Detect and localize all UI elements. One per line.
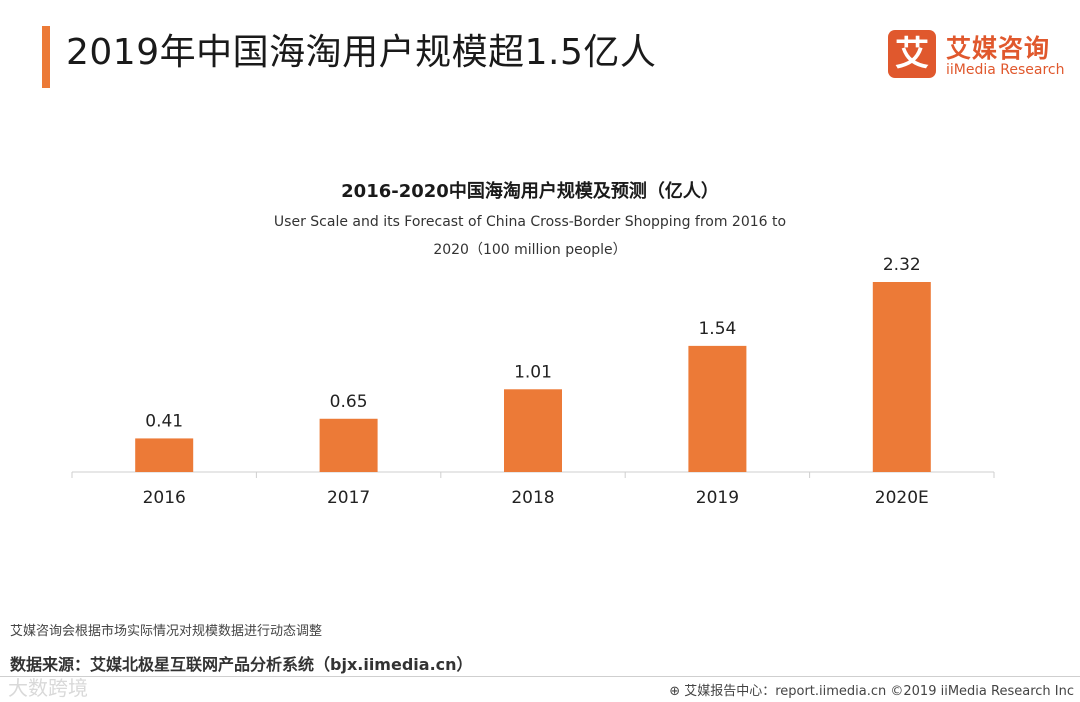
bar-2016: [135, 438, 194, 472]
bar-2019: [688, 345, 747, 472]
x-tick-label-2017: 2017: [327, 488, 370, 508]
chart-subtitle-line2: 2020（100 million people）: [433, 242, 627, 258]
title-accent-bar: [42, 26, 50, 88]
x-tick-label-2019: 2019: [696, 488, 739, 508]
footer-report-center: ⊕ 艾媒报告中心：report.iimedia.cn ©2019 iiMedia …: [669, 680, 1074, 699]
data-source: 数据来源：艾媒北极星互联网产品分析系统（bjx.iimedia.cn）: [10, 655, 473, 674]
report-center-text: 艾媒报告中心：report.iimedia.cn ©2019 iiMedia R…: [684, 684, 1074, 699]
data-label-2016: 0.41: [145, 411, 183, 431]
chart-title: 2016-2020中国海淘用户规模及预测（亿人）: [341, 181, 719, 202]
chart-subtitle: User Scale and its Forecast of China Cro…: [260, 208, 800, 264]
brand-logo-icon: 艾: [888, 30, 936, 78]
watermark: 大数跨境: [8, 676, 88, 700]
x-tick-label-2016: 2016: [143, 488, 186, 508]
data-label-2019: 1.54: [698, 319, 736, 339]
data-label-2017: 0.65: [330, 392, 368, 412]
chart-subtitle-line1: User Scale and its Forecast of China Cro…: [273, 214, 787, 230]
data-adjustment-note: 艾媒咨询会根据市场实际情况对规模数据进行动态调整: [10, 624, 323, 639]
page-title: 2019年中国海淘用户规模超1.5亿人: [66, 32, 657, 73]
data-label-2018: 1.01: [514, 362, 552, 382]
bar-2017: [319, 418, 378, 472]
data-label-2020E: 2.32: [883, 255, 921, 275]
bar-2018: [504, 389, 562, 472]
x-tick-label-2018: 2018: [511, 488, 554, 508]
brand-name-en: iiMedia Research: [946, 62, 1065, 78]
brand-logo-block: 艾 艾媒咨询 iiMedia Research: [888, 30, 1068, 82]
footer-divider: [0, 676, 1080, 677]
brand-name-cn: 艾媒咨询: [946, 34, 1051, 63]
bar-2020E: [872, 282, 931, 472]
globe-icon: ⊕: [669, 684, 681, 699]
x-tick-label-2020E: 2020E: [875, 488, 929, 508]
